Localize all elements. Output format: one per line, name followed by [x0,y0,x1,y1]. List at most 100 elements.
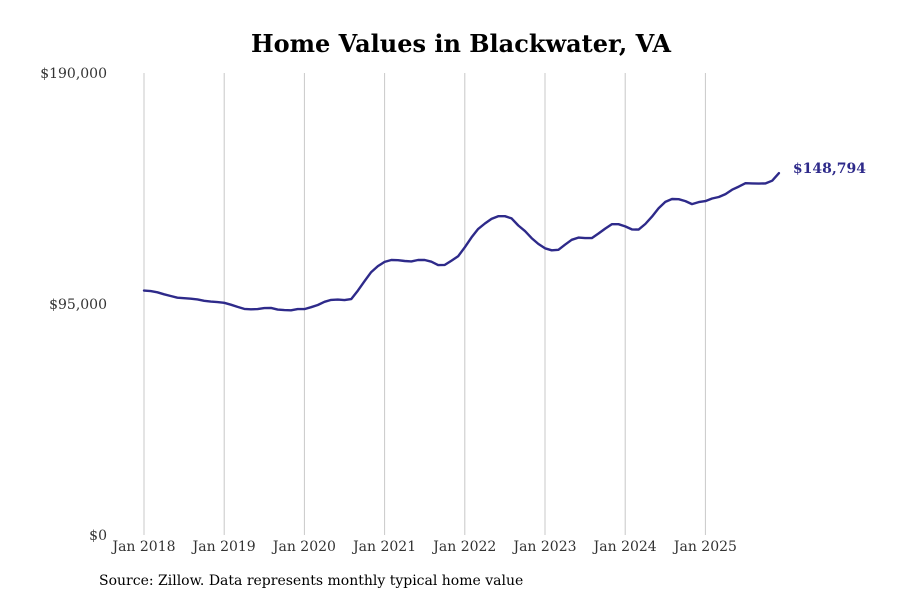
data-point [644,223,646,225]
data-point [684,200,686,202]
data-point [544,247,546,249]
data-point [584,237,586,239]
grid-layer [143,73,706,535]
x-tick-label: Jan 2018 [110,539,175,555]
x-tick-label: Jan 2023 [511,539,576,555]
data-point [557,249,559,251]
y-tick-label: $95,000 [49,297,107,313]
data-point [410,260,412,262]
data-point [150,290,152,292]
y-tick-label: $0 [89,528,107,544]
data-point [317,304,319,306]
data-point [484,222,486,224]
data-point [163,293,165,295]
data-point [196,298,198,300]
data-point [183,297,185,299]
data-point [577,236,579,238]
data-point [190,298,192,300]
data-point [477,228,479,230]
axis-layer: Jan 2018 Jan 2019 Jan 2020 Jan 2021 Jan 2022… [40,66,737,555]
data-point [176,297,178,299]
data-point [597,232,599,234]
data-point [718,196,720,198]
data-point [591,237,593,239]
data-point [383,261,385,263]
series-layer: $148,794 [142,161,866,312]
data-point [424,259,426,261]
data-point [571,239,573,241]
data-point [604,227,606,229]
data-point [430,261,432,263]
data-point [444,264,446,266]
data-point [517,224,519,226]
data-point [143,289,145,291]
data-point [370,271,372,273]
data-point [450,260,452,262]
data-point [363,280,365,282]
y-tick-label: $190,000 [40,66,107,82]
series-line [142,172,781,312]
x-tick-label: Jan 2020 [271,539,336,555]
data-point [504,215,506,217]
data-point [611,223,613,225]
end-value-label: $148,794 [793,161,866,177]
data-point [397,259,399,261]
data-point [236,306,238,308]
data-point [490,218,492,220]
data-point [277,308,279,310]
x-tick-label: Jan 2021 [351,539,416,555]
data-point [617,223,619,225]
chart-title: Home Values in Blackwater, VA [251,29,671,58]
data-point [350,298,352,300]
x-tick-label: Jan 2019 [191,539,256,555]
data-point [698,201,700,203]
data-point [343,299,345,301]
data-point [497,215,499,217]
data-point [470,236,472,238]
data-point [657,207,659,209]
x-tick-label: Jan 2025 [672,539,737,555]
data-point [704,200,706,202]
data-point [551,249,553,251]
data-point [216,301,218,303]
data-point [744,182,746,184]
data-point [771,180,773,182]
source-note: Source: Zillow. Data represents monthly … [99,573,524,589]
data-point [404,260,406,262]
data-point [464,246,466,248]
data-point [537,243,539,245]
data-point [651,216,653,218]
data-point [310,306,312,308]
data-point [530,237,532,239]
data-point [711,197,713,199]
data-point [724,193,726,195]
data-point [738,185,740,187]
data-point [437,264,439,266]
data-point [203,300,205,302]
x-tick-label: Jan 2024 [592,539,657,555]
data-point [357,289,359,291]
data-point [323,301,325,303]
x-tick-label: Jan 2022 [431,539,496,555]
data-point [637,228,639,230]
data-point [223,302,225,304]
data-point [377,265,379,267]
data-point [243,308,245,310]
data-point [678,198,680,200]
data-point [337,298,339,300]
data-point [664,201,666,203]
data-point [764,182,766,184]
data-point [230,304,232,306]
data-point [297,308,299,310]
data-point [510,217,512,219]
data-point [671,198,673,200]
data-point [270,307,272,309]
data-point [417,259,419,261]
data-point [390,259,392,261]
data-point [758,182,760,184]
data-point [290,309,292,311]
data-point [691,203,693,205]
data-point [731,189,733,191]
data-point [564,244,566,246]
